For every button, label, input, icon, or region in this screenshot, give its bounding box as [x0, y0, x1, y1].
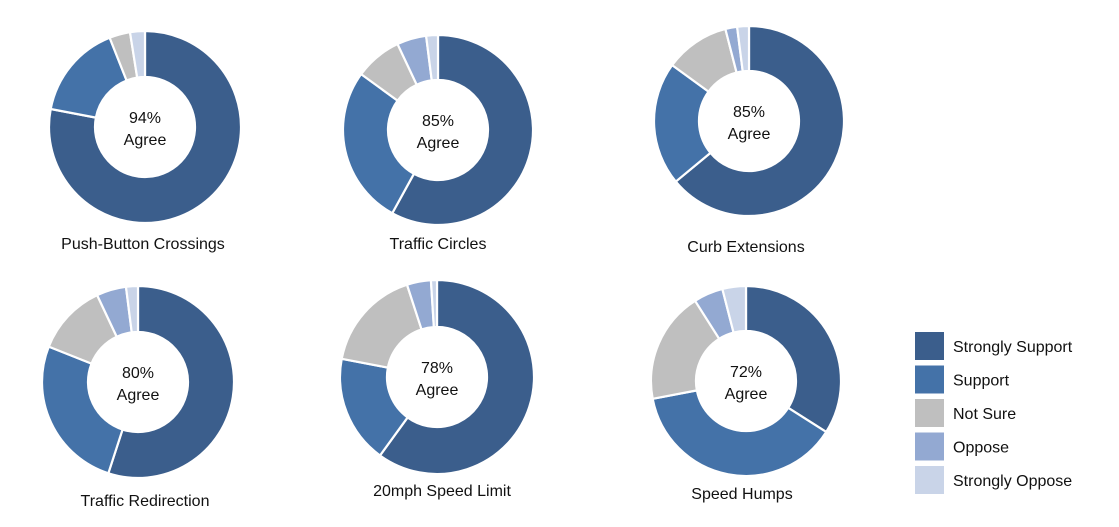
legend-label-strongly-oppose: Strongly Oppose: [953, 473, 1072, 490]
center-percent-label: 72%: [730, 364, 762, 381]
slice-strongly-support: [674, 24, 846, 218]
donut-chart-traffic-redirection: 80% Agree Traffic Redirection: [40, 284, 236, 510]
center-percent-label: 85%: [733, 104, 765, 121]
slice-strongly-support: [744, 284, 843, 434]
legend-label-support: Support: [953, 373, 1010, 390]
donut-chart-speed-humps: 72% Agree Speed Humps: [649, 284, 843, 503]
center-percent-label: 94%: [129, 110, 161, 127]
center-agree-label: Agree: [117, 387, 160, 404]
center-agree-label: Agree: [725, 386, 768, 403]
chart-title: Curb Extensions: [687, 239, 804, 256]
legend-label-not-sure: Not Sure: [953, 406, 1016, 423]
legend-label-strongly-support: Strongly Support: [953, 339, 1073, 356]
center-agree-label: Agree: [728, 126, 771, 143]
slice-strongly-support: [391, 33, 535, 227]
slice-not-sure: [340, 283, 423, 369]
slice-strongly-oppose: [128, 29, 147, 79]
donut-chart-traffic-circles: 85% Agree Traffic Circles: [341, 33, 535, 253]
chart-title: Traffic Redirection: [81, 493, 210, 510]
legend-swatch-not-sure: [915, 399, 944, 427]
center-percent-label: 85%: [422, 113, 454, 130]
legend-swatch-support: [915, 365, 944, 394]
slice-strongly-support: [378, 278, 536, 476]
donut-chart-20mph-speed-limit: 78% Agree 20mph Speed Limit: [338, 278, 536, 500]
legend-label-oppose: Oppose: [953, 440, 1009, 457]
center-percent-label: 80%: [122, 365, 154, 382]
slice-strongly-oppose: [124, 284, 140, 334]
legend: Strongly Support Support Not Sure Oppose Str…: [915, 332, 1073, 494]
slice-strongly-oppose: [721, 284, 748, 334]
center-agree-label: Agree: [416, 382, 459, 399]
donut-chart-curb-extensions: 85% Agree Curb Extensions: [652, 24, 846, 256]
legend-swatch-oppose: [915, 432, 944, 461]
chart-title: 20mph Speed Limit: [373, 483, 511, 500]
legend-swatch-strongly-support: [915, 332, 944, 360]
center-agree-label: Agree: [417, 135, 460, 152]
slice-strongly-support: [47, 29, 243, 225]
legend-swatch-strongly-oppose: [915, 466, 944, 494]
slice-support: [651, 389, 828, 478]
center-agree-label: Agree: [124, 132, 167, 149]
donut-chart-push-button-crossings: 94% Agree Push-Button Crossings: [47, 29, 243, 253]
chart-title: Push-Button Crossings: [61, 236, 225, 253]
chart-title: Speed Humps: [691, 486, 792, 503]
slice-support: [341, 73, 416, 215]
center-percent-label: 78%: [421, 360, 453, 377]
slice-strongly-oppose: [735, 24, 751, 73]
slice-support: [40, 345, 124, 475]
slice-strongly-oppose: [424, 33, 440, 82]
slice-strongly-oppose: [429, 278, 439, 329]
chart-title: Traffic Circles: [390, 236, 487, 253]
slice-strongly-support: [107, 284, 236, 480]
